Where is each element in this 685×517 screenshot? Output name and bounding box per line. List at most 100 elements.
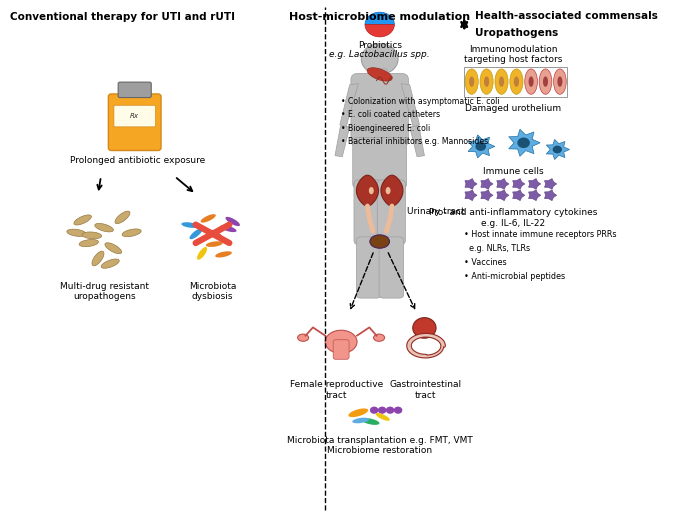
Polygon shape [182, 222, 198, 228]
Text: Conventional therapy for UTI and rUTI: Conventional therapy for UTI and rUTI [10, 12, 235, 22]
FancyBboxPatch shape [119, 82, 151, 98]
Polygon shape [122, 229, 141, 237]
Bar [464, 67, 567, 97]
Ellipse shape [539, 69, 552, 94]
Polygon shape [509, 129, 540, 156]
Ellipse shape [480, 69, 493, 94]
Text: • Host innate immune receptors PRRs
  e.g. NLRs, TLRs
• Vaccines
• Anti-microbia: • Host innate immune receptors PRRs e.g.… [464, 230, 616, 281]
FancyBboxPatch shape [379, 237, 403, 298]
Text: Immunomodulation
targeting host factors: Immunomodulation targeting host factors [464, 45, 562, 65]
Text: Urinary tract: Urinary tract [408, 207, 465, 216]
Circle shape [475, 142, 486, 151]
Text: Rx: Rx [130, 113, 139, 118]
Text: Immune cells: Immune cells [483, 167, 543, 176]
FancyBboxPatch shape [356, 237, 381, 298]
Polygon shape [376, 413, 390, 421]
Polygon shape [95, 223, 114, 232]
Ellipse shape [495, 69, 508, 94]
Polygon shape [369, 187, 374, 194]
Circle shape [553, 146, 562, 154]
Circle shape [517, 138, 530, 148]
Ellipse shape [484, 77, 489, 87]
Polygon shape [465, 190, 477, 201]
Polygon shape [340, 84, 358, 127]
Ellipse shape [413, 317, 436, 338]
Text: Host-microbiome modulation: Host-microbiome modulation [289, 12, 471, 22]
Ellipse shape [529, 77, 534, 87]
FancyBboxPatch shape [353, 138, 407, 188]
Polygon shape [481, 178, 493, 189]
Text: Gastrointestinal
tract: Gastrointestinal tract [390, 381, 462, 400]
Polygon shape [82, 232, 101, 239]
Circle shape [394, 406, 402, 414]
Text: Multi-drug resistant
uropathogens: Multi-drug resistant uropathogens [60, 282, 149, 301]
Wedge shape [365, 12, 395, 24]
Circle shape [361, 43, 398, 74]
Text: • Colonization with asymptomatic E. coli
• E. coli coated catheters
• Bioenginee: • Colonization with asymptomatic E. coli… [341, 97, 500, 146]
Polygon shape [512, 190, 525, 201]
Circle shape [378, 406, 386, 414]
FancyBboxPatch shape [114, 105, 155, 127]
Polygon shape [352, 418, 369, 423]
FancyBboxPatch shape [354, 180, 382, 245]
Polygon shape [512, 178, 525, 189]
Polygon shape [381, 175, 403, 206]
Ellipse shape [514, 77, 519, 87]
Text: Microbiota
dysbiosis: Microbiota dysbiosis [189, 282, 236, 301]
Ellipse shape [543, 77, 548, 87]
FancyBboxPatch shape [108, 94, 161, 150]
Text: Damaged urothelium: Damaged urothelium [465, 104, 561, 113]
Ellipse shape [465, 69, 478, 94]
Polygon shape [410, 126, 425, 157]
Polygon shape [349, 408, 368, 417]
Polygon shape [201, 214, 216, 223]
Ellipse shape [325, 330, 357, 354]
Text: Microbiota transplantation e.g. FMT, VMT
Microbiome restoration: Microbiota transplantation e.g. FMT, VMT… [287, 436, 473, 455]
Ellipse shape [553, 69, 566, 94]
Polygon shape [225, 217, 240, 226]
FancyBboxPatch shape [373, 69, 387, 81]
Ellipse shape [558, 77, 562, 87]
Polygon shape [79, 239, 99, 247]
Text: Prolonged antibiotic exposure: Prolonged antibiotic exposure [70, 156, 206, 164]
Polygon shape [545, 178, 557, 189]
Polygon shape [211, 230, 224, 241]
Polygon shape [101, 259, 119, 268]
Polygon shape [468, 135, 495, 158]
Text: Uropathogens: Uropathogens [475, 28, 558, 38]
Text: Probiotics: Probiotics [358, 41, 401, 51]
FancyBboxPatch shape [351, 73, 408, 146]
Polygon shape [215, 251, 232, 257]
Ellipse shape [373, 334, 384, 341]
Ellipse shape [297, 334, 309, 341]
Polygon shape [115, 211, 130, 224]
Polygon shape [190, 229, 202, 239]
FancyBboxPatch shape [333, 340, 349, 359]
Ellipse shape [469, 77, 474, 87]
Polygon shape [335, 126, 349, 157]
Polygon shape [401, 84, 419, 127]
Polygon shape [221, 225, 236, 232]
Text: Health-associated commensals: Health-associated commensals [475, 11, 658, 21]
Polygon shape [67, 229, 86, 236]
FancyBboxPatch shape [377, 180, 406, 245]
Polygon shape [497, 178, 509, 189]
Text: Pro- and anti-inflammatory cytokines
e.g. IL-6, IL-22: Pro- and anti-inflammatory cytokines e.g… [429, 208, 597, 227]
Polygon shape [74, 215, 91, 225]
Polygon shape [356, 175, 379, 206]
Polygon shape [545, 190, 557, 201]
Wedge shape [365, 24, 395, 37]
Polygon shape [529, 190, 540, 201]
Polygon shape [362, 418, 379, 425]
Polygon shape [465, 178, 477, 189]
Polygon shape [546, 140, 569, 160]
Text: Female reproductive
tract: Female reproductive tract [290, 381, 384, 400]
Circle shape [386, 406, 395, 414]
Circle shape [370, 406, 379, 414]
Polygon shape [197, 247, 207, 260]
Polygon shape [529, 178, 540, 189]
Polygon shape [105, 243, 122, 254]
Polygon shape [497, 190, 509, 201]
Polygon shape [92, 251, 104, 266]
Polygon shape [367, 68, 393, 81]
